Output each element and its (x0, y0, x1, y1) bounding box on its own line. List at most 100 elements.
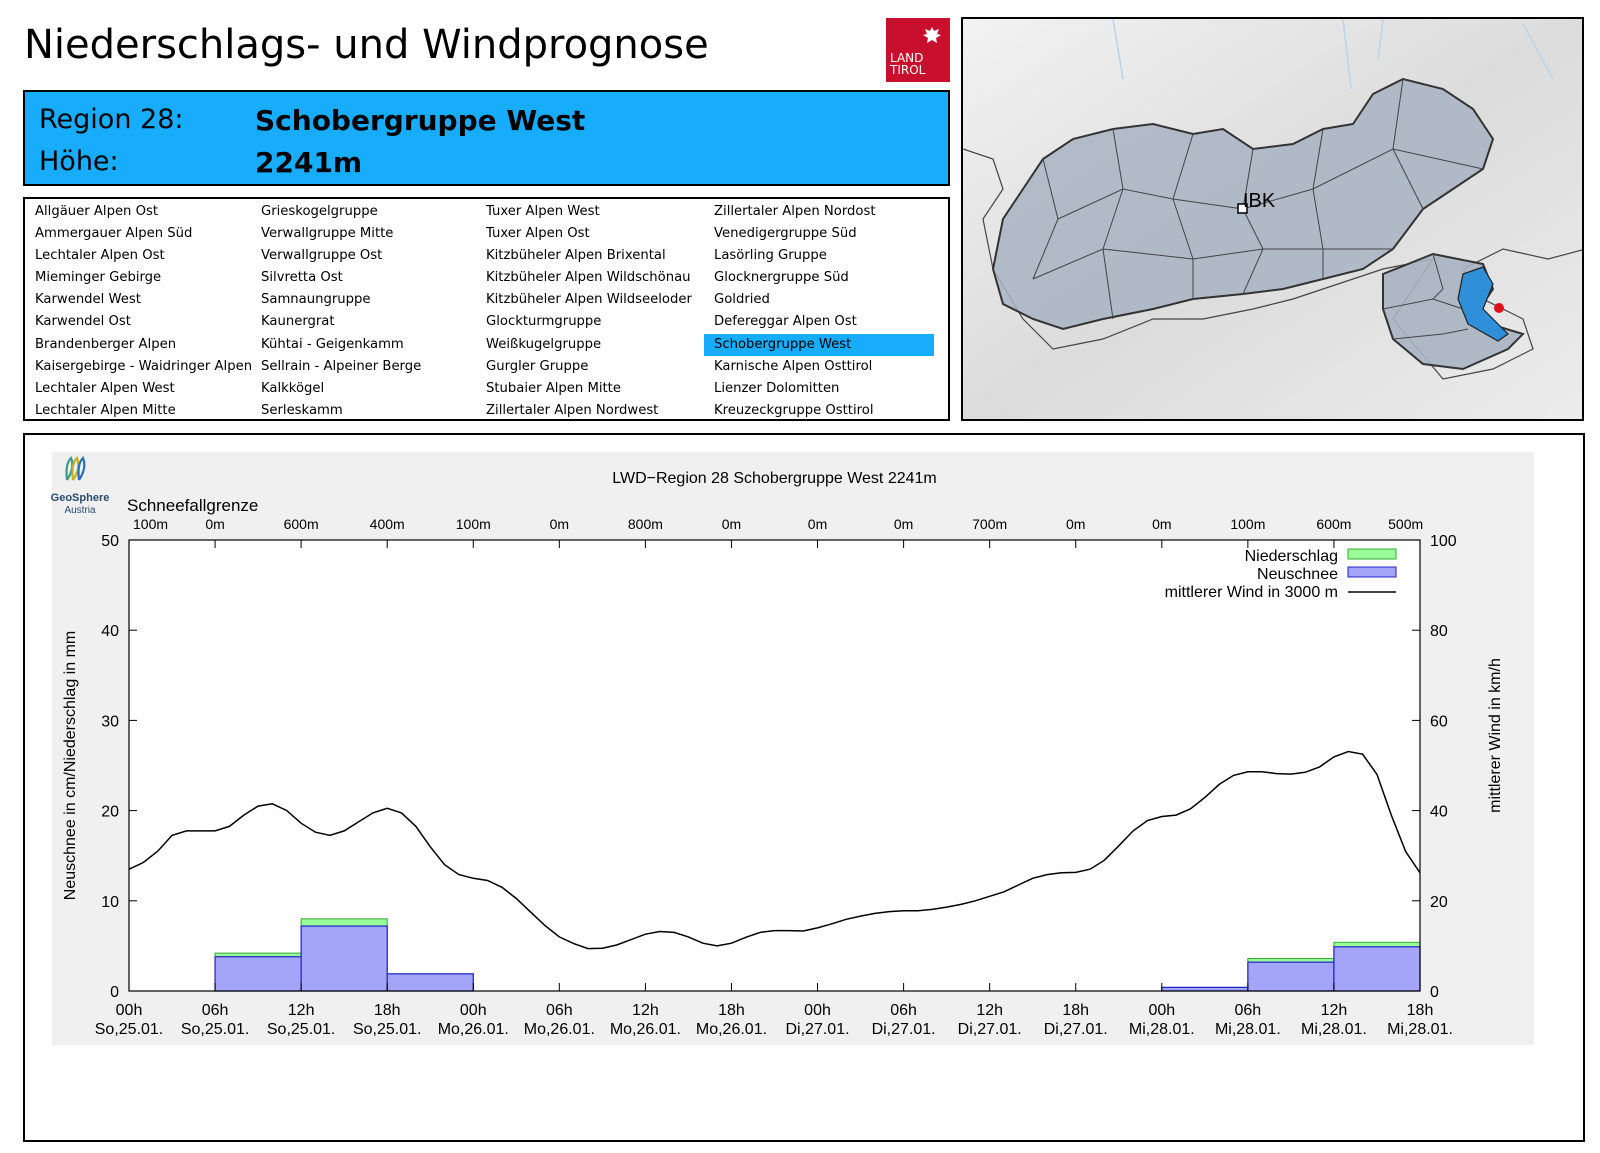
legend-precip-label: Niederschlag (1245, 548, 1338, 565)
chart-title: LWD−Region 28 Schobergruppe West 2241m (612, 470, 936, 487)
region-list-item[interactable]: Venedigergruppe Süd (714, 226, 857, 242)
wind-line (128, 750, 1421, 950)
x-tick-label-date: Mo,26.01. (696, 1021, 767, 1038)
region-list-item[interactable]: Kaunergrat (261, 314, 335, 330)
region-list-item[interactable]: Kreuzeckgruppe Osttirol (714, 402, 874, 418)
region-label: Region 28: (39, 104, 184, 135)
region-list-item[interactable]: Allgäuer Alpen Ost (35, 204, 159, 219)
region-list-item[interactable]: Lienzer Dolomitten (714, 380, 840, 396)
map-svg: IBK (963, 19, 1582, 419)
region-list-item[interactable]: Kitzbüheler Alpen Wildschönau (486, 270, 691, 286)
x-tick-label-hour: 06h (202, 1002, 229, 1019)
snowline-label: 0m (1066, 516, 1085, 532)
snowline-label: 800m (628, 516, 663, 532)
source-label-sub: Austria (64, 505, 96, 516)
y-tick-label-left: 20 (101, 804, 119, 821)
y-tick-label-right: 40 (1430, 804, 1448, 821)
city-marker (1237, 203, 1248, 214)
region-list-item[interactable]: Kühtai - Geigenkamm (261, 336, 404, 352)
region-list-item[interactable]: Glockturmgruppe (486, 314, 602, 330)
region-list-item[interactable]: Gurgler Gruppe (486, 358, 589, 374)
x-tick-label-hour: 18h (1407, 1002, 1434, 1019)
region-list-item[interactable]: Defereggar Alpen Ost (714, 314, 857, 330)
region-list-item[interactable]: Lechtaler Alpen West (35, 380, 175, 396)
y-tick-label-left: 40 (101, 623, 119, 640)
region-list-item[interactable]: Schobergruppe West (704, 333, 934, 356)
region-list-item[interactable]: Grieskogelgruppe (261, 204, 378, 219)
geosphere-logo (65, 456, 86, 481)
region-list-item[interactable]: Brandenberger Alpen (35, 336, 177, 352)
x-tick-label-date: So,25.01. (267, 1021, 336, 1038)
plot-area (129, 540, 1420, 991)
snowline-label: 100m (1230, 516, 1265, 532)
region-list-column: Tuxer Alpen West Tuxer Alpen Ost Kitzbühel… (476, 201, 706, 422)
region-list-item[interactable]: Ammergauer Alpen Süd (35, 226, 193, 242)
region-name: Schobergruppe West (255, 104, 586, 137)
wind-line-group (128, 750, 1421, 950)
region-list-item[interactable]: Tuxer Alpen West (486, 204, 600, 219)
snowline-label: 100m (456, 516, 491, 532)
x-tick-label-hour: 18h (718, 1002, 745, 1019)
snowline-label: 0m (1152, 516, 1171, 532)
region-list-item[interactable]: Mieminger Gebirge (35, 270, 162, 286)
snowline-title: Schneefallgrenze (127, 496, 258, 515)
snowline-label: 700m (972, 516, 1007, 532)
x-tick-label-date: Mo,26.01. (610, 1021, 681, 1038)
x-tick-label-date: Di,27.01. (872, 1021, 936, 1038)
page-title: Niederschlags- und Windprognose (24, 22, 709, 68)
forecast-chart-panel: GeoSphere Austria LWD−Region 28 Schoberg… (23, 433, 1585, 1142)
region-list-item[interactable]: Kitzbüheler Alpen Brixental (486, 248, 666, 264)
snow-bar (1247, 961, 1335, 992)
chart-axes: 0 10 20 30 40 50 0 20 40 60 80 100 00h So,25.01. 06h So… (95, 533, 1457, 1038)
region-list-item[interactable]: Samnaungruppe (261, 292, 371, 308)
x-tick-label-hour: 00h (116, 1002, 143, 1019)
region-list-item[interactable]: Lasörling Gruppe (714, 248, 827, 264)
region-list-item[interactable]: Kaisergebirge - Waidringer Alpen (35, 358, 253, 374)
region-list-item[interactable]: Serleskamm (261, 402, 343, 418)
x-tick-label-date: Di,27.01. (786, 1021, 850, 1038)
region-list-item[interactable]: Glocknergruppe Süd (714, 270, 849, 286)
region-list-item[interactable]: Karwendel Ost (35, 314, 131, 330)
region-marker (1494, 303, 1504, 313)
region-map[interactable]: IBK (961, 17, 1584, 421)
x-tick-label-date: Mo,26.01. (524, 1021, 595, 1038)
region-list-item[interactable]: Verwallgruppe Mitte (261, 226, 394, 242)
region-list-item[interactable]: Lechtaler Alpen Mitte (35, 402, 176, 418)
snowline-labels: 100m 0m 600m 400m 100m 0m 800m 0m 0m 0m 700m 0m 0m 10… (133, 516, 1423, 532)
region-list-item[interactable]: Karnische Alpen Osttirol (714, 358, 873, 374)
snowline-label: 0m (550, 516, 569, 532)
height-label: Höhe: (39, 146, 119, 177)
region-list-item[interactable]: Verwallgruppe Ost (261, 248, 383, 264)
selected-region-highlight (1457, 266, 1509, 342)
region-list-item[interactable]: Lechtaler Alpen Ost (35, 248, 165, 264)
region-list-item[interactable]: Silvretta Ost (261, 270, 343, 286)
region-list-item[interactable]: Zillertaler Alpen Nordwest (486, 402, 659, 418)
forecast-chart: GeoSphere Austria LWD−Region 28 Schoberg… (51, 452, 1534, 1045)
x-tick-label-date: Mi,28.01. (1387, 1021, 1453, 1038)
osttirol-borders (1382, 253, 1469, 340)
y-tick-label-right: 100 (1430, 533, 1457, 550)
region-list-item[interactable]: Sellrain - Alpeiner Berge (261, 358, 422, 374)
snow-bar (214, 956, 302, 992)
x-tick-label-date: So,25.01. (181, 1021, 250, 1038)
legend-snow-swatch (1347, 566, 1397, 578)
plot-frame (128, 539, 1421, 992)
snowline-label: 500m (1388, 516, 1423, 532)
x-tick-label-hour: 18h (374, 1002, 401, 1019)
region-list-item[interactable]: Kitzbüheler Alpen Wildseeloder (486, 292, 692, 308)
x-tick-label-date: So,25.01. (95, 1021, 164, 1038)
snowline-label: 0m (722, 516, 741, 532)
region-list-item[interactable]: Weißkugelgruppe (486, 336, 602, 352)
region-list-item[interactable]: Karwendel West (35, 292, 141, 308)
region-list-item[interactable]: Stubaier Alpen Mitte (486, 380, 621, 396)
snowline-label: 0m (205, 516, 224, 532)
region-list-item[interactable]: Zillertaler Alpen Nordost (714, 204, 876, 219)
y-axis-label-right: mittlerer Wind in km/h (1487, 658, 1504, 813)
y-tick-label-left: 0 (110, 984, 119, 1001)
x-tick-label-date: So,25.01. (353, 1021, 422, 1038)
geosphere-logo-stroke (71, 456, 80, 481)
x-tick-label-hour: 12h (1321, 1002, 1348, 1019)
region-list-item[interactable]: Kalkkögel (261, 380, 325, 396)
region-list-item[interactable]: Goldried (714, 292, 770, 308)
region-list-item[interactable]: Tuxer Alpen Ost (486, 226, 590, 242)
